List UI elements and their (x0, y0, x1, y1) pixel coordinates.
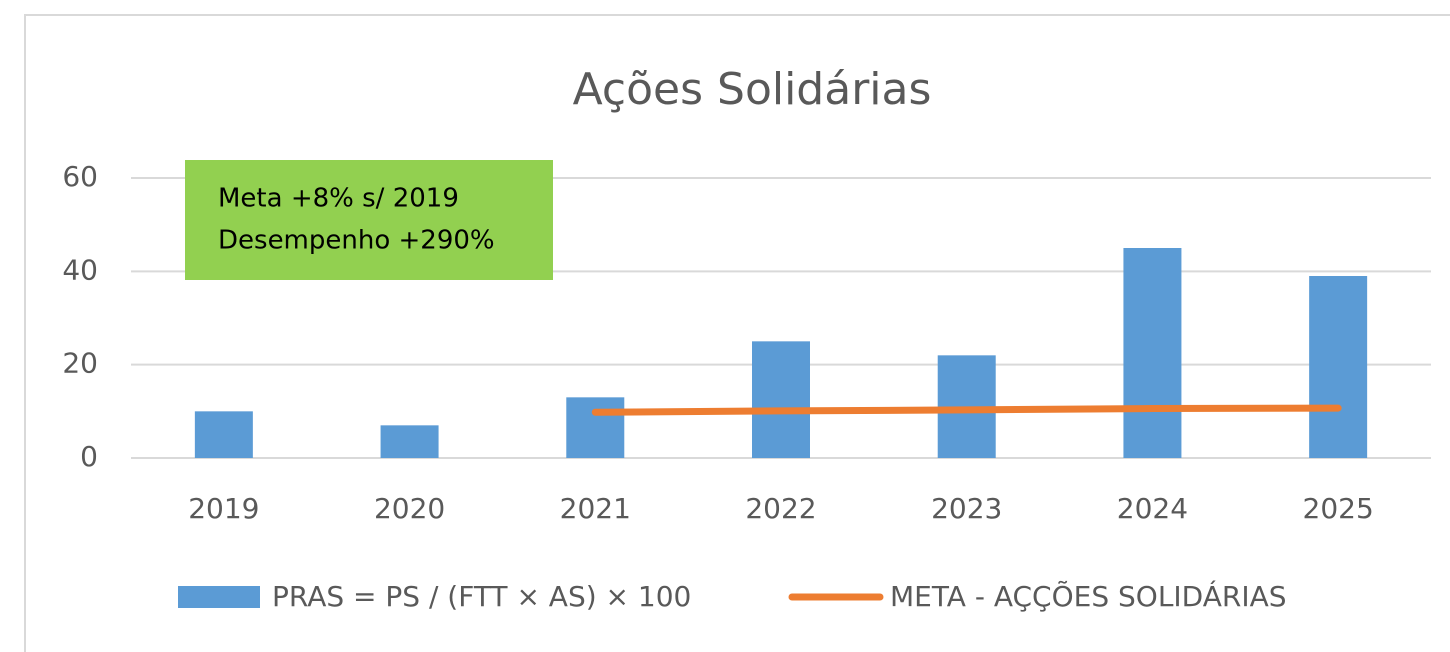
x-tick-label: 2024 (1117, 492, 1188, 525)
bar (380, 425, 439, 458)
bar (194, 411, 253, 458)
x-tick-label: 2025 (1303, 492, 1374, 525)
y-tick-label: 40 (62, 253, 98, 286)
y-tick-label: 60 (62, 160, 98, 193)
line (591, 404, 1342, 416)
legend-label: META - AÇÇÕES SOLIDÁRIAS (890, 579, 1287, 613)
annotation: Desempenho +290% (218, 226, 495, 256)
chart-frame (24, 14, 1450, 652)
y-tick-label: 0 (80, 440, 98, 473)
x-tick-label: 2022 (745, 492, 816, 525)
annotation: Meta +8% s/ 2019 (218, 184, 459, 214)
bar (1123, 248, 1182, 458)
bar (566, 397, 625, 458)
chart-title: Ações Solidárias (573, 64, 932, 115)
x-tick-label: 2020 (374, 492, 445, 525)
annotation-box (185, 160, 553, 280)
x-tick-label: 2019 (188, 492, 259, 525)
y-tick-label: 20 (62, 347, 98, 380)
bar (1309, 276, 1368, 458)
bar (752, 341, 810, 458)
legend-swatch (178, 586, 260, 608)
legend-label: PRAS = PS / (FTT × AS) × 100 (272, 580, 691, 613)
x-tick-label: 2021 (560, 492, 631, 525)
x-tick-label: 2023 (931, 492, 1002, 525)
